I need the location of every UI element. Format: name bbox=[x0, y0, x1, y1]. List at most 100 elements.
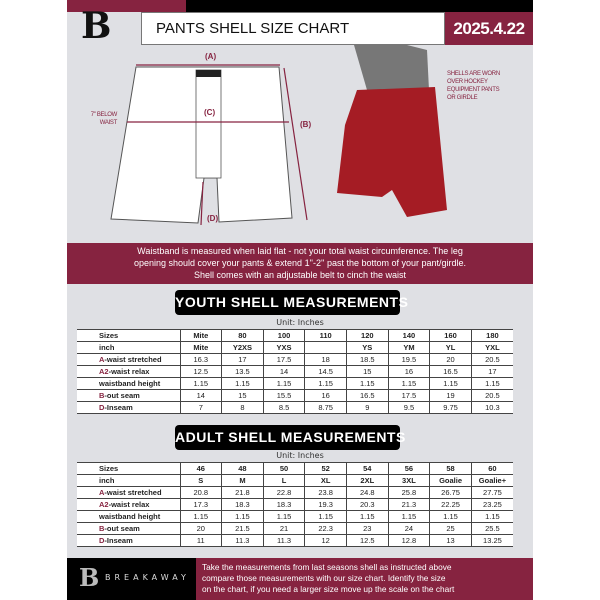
table-row: waistband height 1.15 1.15 1.15 1.15 1.15 1.15… bbox=[77, 377, 513, 390]
top-bar bbox=[186, 0, 533, 12]
table-row: Sizes Mite 80 100 110 120 140 160 180 bbox=[77, 329, 513, 342]
table-cell: 1.15 bbox=[387, 377, 430, 390]
table-cell: 20.8 bbox=[179, 486, 222, 499]
row-label: inch bbox=[77, 474, 180, 487]
label-text: -Inseam bbox=[104, 403, 133, 412]
row-label: Sizes bbox=[77, 462, 180, 475]
info-line: opening should cover your pants & extend… bbox=[133, 258, 467, 268]
label-text: -out seam bbox=[104, 391, 140, 400]
table-cell: 180 bbox=[470, 329, 513, 342]
table-cell: 19.3 bbox=[304, 498, 347, 511]
label-text: -waist stretched bbox=[104, 488, 162, 497]
table-cell: 23 bbox=[346, 522, 389, 535]
table-cell: 21 bbox=[262, 522, 305, 535]
table-cell: 54 bbox=[346, 462, 389, 475]
table-cell: 1.15 bbox=[346, 377, 389, 390]
label-text: -waist relax bbox=[108, 500, 150, 509]
table-cell: 20.3 bbox=[346, 498, 389, 511]
table-cell: 14 bbox=[179, 389, 222, 402]
table-cell: 18 bbox=[304, 353, 347, 366]
table-cell bbox=[304, 341, 347, 354]
table-cell: 52 bbox=[304, 462, 347, 475]
table-cell: 2XL bbox=[346, 474, 389, 487]
table-cell: 48 bbox=[221, 462, 264, 475]
table-cell: 10.3 bbox=[470, 401, 513, 414]
row-label: waistband height bbox=[77, 377, 180, 390]
table-cell: 25.5 bbox=[470, 522, 513, 535]
table-row: inch S M L XL 2XL 3XL Goalie Goalie+ bbox=[77, 474, 513, 487]
table-cell: 14 bbox=[262, 365, 305, 378]
label-text: -Inseam bbox=[104, 536, 133, 545]
table-cell: 21.3 bbox=[387, 498, 430, 511]
adult-section-title: ADULT SHELL MEASUREMENTS bbox=[175, 425, 405, 450]
note-line: OVER HOCKEY bbox=[447, 79, 488, 85]
table-cell: YXL bbox=[470, 341, 513, 354]
table-cell: 11 bbox=[179, 534, 222, 547]
table-cell: 21.8 bbox=[221, 486, 264, 499]
table-cell: 16.3 bbox=[179, 353, 222, 366]
table-cell: 1.15 bbox=[470, 510, 513, 523]
row-label: inch bbox=[77, 341, 180, 354]
table-cell: 16.5 bbox=[346, 389, 389, 402]
table-cell: 20.5 bbox=[470, 353, 513, 366]
label-d: (D) bbox=[207, 214, 219, 223]
table-cell: 60 bbox=[470, 462, 513, 475]
label-text: Sizes bbox=[99, 464, 119, 473]
table-cell: 15 bbox=[221, 389, 264, 402]
note-line: EQUIPMENT PANTS bbox=[447, 87, 500, 93]
table-cell: 56 bbox=[387, 462, 430, 475]
table-cell: 1.15 bbox=[387, 510, 430, 523]
table-cell: YL bbox=[429, 341, 472, 354]
below-waist-note: 7'' BELOW WAIST bbox=[75, 111, 118, 127]
brand-name: BREAKAWAY bbox=[105, 573, 190, 582]
table-cell: 22.25 bbox=[429, 498, 472, 511]
top-bar-accent bbox=[67, 0, 186, 12]
table-cell: 17.5 bbox=[387, 389, 430, 402]
table-cell: 46 bbox=[179, 462, 222, 475]
table-cell: 1.15 bbox=[304, 510, 347, 523]
note-line: SHELLS ARE WORN bbox=[447, 71, 500, 77]
table-cell: 1.15 bbox=[304, 377, 347, 390]
table-cell: 19.5 bbox=[387, 353, 430, 366]
label-text: inch bbox=[99, 476, 115, 485]
table-cell: M bbox=[221, 474, 264, 487]
table-cell: 18.5 bbox=[346, 353, 389, 366]
table-cell: 1.15 bbox=[429, 377, 472, 390]
table-cell: 8.5 bbox=[262, 401, 305, 414]
table-cell: 18.3 bbox=[221, 498, 264, 511]
table-cell: 50 bbox=[262, 462, 305, 475]
label-c: (C) bbox=[204, 108, 216, 117]
table-cell: 1.15 bbox=[179, 377, 222, 390]
table-cell: Mite bbox=[179, 341, 222, 354]
footer-line: Take the measurements from last seasons … bbox=[202, 562, 452, 572]
table-cell: 20.5 bbox=[470, 389, 513, 402]
table-cell: L bbox=[262, 474, 305, 487]
row-label: A2-waist relax bbox=[77, 498, 180, 511]
measure-letter: B bbox=[99, 524, 105, 533]
measure-letter: A2 bbox=[99, 500, 109, 509]
table-cell: 100 bbox=[262, 329, 305, 342]
measure-letter: D bbox=[99, 403, 105, 412]
table-row: Sizes 46 48 50 52 54 56 58 60 bbox=[77, 462, 513, 475]
table-cell: 25 bbox=[429, 522, 472, 535]
table-cell: 120 bbox=[346, 329, 389, 342]
table-cell: YM bbox=[387, 341, 430, 354]
table-cell: 13 bbox=[429, 534, 472, 547]
table-cell: 1.15 bbox=[221, 377, 264, 390]
row-label: A-waist stretched bbox=[77, 486, 180, 499]
table-cell: 8.75 bbox=[304, 401, 347, 414]
table-cell: 21.5 bbox=[221, 522, 264, 535]
shell-note: SHELLS ARE WORN OVER HOCKEY EQUIPMENT PA… bbox=[447, 70, 500, 102]
table-cell: 140 bbox=[387, 329, 430, 342]
size-chart-page: B PANTS SHELL SIZE CHART 2025.4.22 (A) (… bbox=[67, 0, 533, 600]
table-row: B-out seam 20 21.5 21 22.3 23 24 25 25.5 bbox=[77, 522, 513, 535]
table-cell: 9.5 bbox=[387, 401, 430, 414]
measure-letter: D bbox=[99, 536, 105, 545]
label-text: Sizes bbox=[99, 331, 119, 340]
row-label: Sizes bbox=[77, 329, 180, 342]
table-cell: 17 bbox=[470, 365, 513, 378]
table-row: D-Inseam 11 11.3 11.3 12 12.5 12.8 13 13.25 bbox=[77, 534, 513, 547]
table-cell: 14.5 bbox=[304, 365, 347, 378]
footer-line: compare those measurements with our size… bbox=[202, 573, 446, 583]
table-cell: 20 bbox=[179, 522, 222, 535]
